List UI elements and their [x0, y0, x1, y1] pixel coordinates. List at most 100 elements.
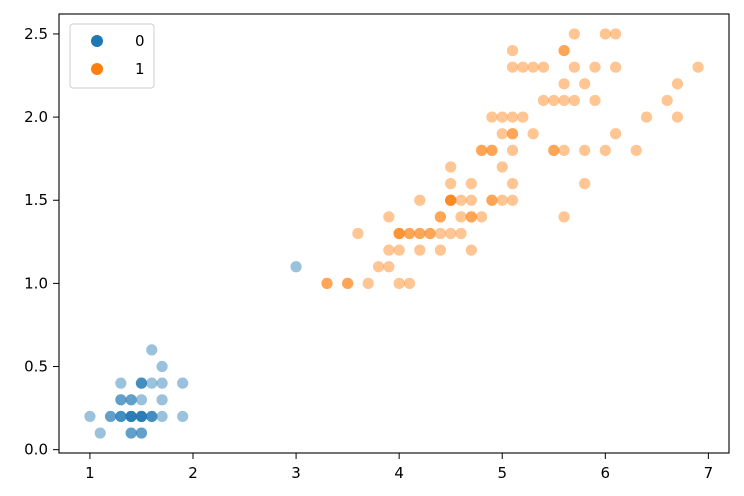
point-s0-32 [146, 410, 158, 423]
point-s0-21 [135, 410, 148, 423]
point-s1-48 [486, 144, 498, 156]
point-s1-2 [342, 277, 354, 289]
point-s0-35 [156, 410, 168, 423]
point-s0-6 [115, 410, 127, 423]
point-s1-26 [434, 211, 446, 223]
point-s1-62 [506, 44, 519, 57]
point-s1-80 [568, 28, 580, 40]
x-tick-label-6: 7 [704, 464, 714, 482]
point-s1-50 [486, 111, 498, 123]
point-s1-11 [393, 244, 405, 256]
point-s1-6 [372, 261, 385, 273]
point-s0-12 [125, 410, 137, 423]
point-s1-37 [455, 194, 467, 206]
point-s1-65 [527, 128, 539, 140]
point-s1-72 [558, 211, 570, 223]
x-tick-label-3: 4 [394, 464, 404, 482]
point-s1-94 [671, 111, 684, 123]
point-s1-92 [640, 111, 653, 123]
point-s1-77 [558, 44, 570, 57]
point-s0-17 [125, 394, 137, 406]
point-s0-15 [125, 410, 137, 423]
point-s1-74 [558, 94, 570, 107]
point-s1-18 [414, 244, 426, 256]
point-s0-39 [177, 410, 189, 423]
point-s0-38 [156, 360, 168, 373]
point-s1-14 [393, 227, 405, 240]
point-s1-58 [506, 128, 519, 140]
point-s1-41 [465, 194, 477, 206]
point-s1-38 [465, 244, 477, 256]
point-s1-82 [579, 144, 591, 156]
point-s1-25 [434, 227, 446, 240]
point-s1-39 [465, 211, 477, 223]
point-s1-43 [476, 211, 488, 223]
point-s1-7 [383, 261, 395, 273]
point-s1-20 [414, 227, 426, 240]
legend-box [69, 23, 155, 89]
legend-marker-1 [91, 63, 103, 75]
point-s0-1 [94, 427, 106, 439]
point-s1-8 [383, 244, 395, 256]
point-s0-27 [135, 377, 148, 389]
point-s1-12 [393, 227, 405, 240]
y-tick-label-5: 2.5 [24, 25, 48, 43]
point-s0-29 [135, 377, 148, 389]
point-s1-70 [548, 144, 560, 156]
point-s1-76 [558, 44, 570, 57]
legend-label-1: 1 [135, 60, 145, 78]
y-tick-label-0: 0.0 [24, 441, 48, 459]
point-s1-60 [506, 111, 519, 123]
point-s0-40 [177, 377, 189, 389]
point-s1-42 [465, 178, 477, 190]
point-s0-30 [146, 410, 158, 423]
point-s1-55 [506, 194, 519, 206]
x-tick-label-1: 2 [188, 464, 198, 482]
point-s1-22 [424, 227, 436, 240]
point-s0-19 [135, 427, 148, 439]
point-s0-34 [146, 344, 158, 356]
point-s1-30 [445, 194, 457, 206]
point-s0-33 [146, 377, 158, 389]
point-s1-3 [342, 277, 354, 289]
point-s1-78 [568, 94, 580, 107]
point-s1-69 [548, 144, 560, 156]
point-s1-27 [434, 211, 446, 223]
point-s0-5 [115, 410, 127, 423]
point-s1-31 [445, 194, 457, 206]
point-s1-35 [455, 227, 467, 240]
points-layer [84, 28, 704, 439]
point-s1-95 [671, 78, 684, 90]
legend-marker-0 [91, 35, 103, 47]
point-s1-10 [393, 277, 405, 289]
point-s1-21 [414, 194, 426, 206]
point-s1-34 [445, 161, 457, 173]
point-s1-32 [445, 194, 457, 206]
point-s0-26 [135, 394, 148, 406]
point-s1-64 [517, 61, 529, 73]
point-s1-28 [445, 227, 457, 240]
point-s1-59 [506, 128, 519, 140]
legend: 01 [69, 23, 155, 89]
point-s0-22 [135, 410, 148, 423]
point-s1-81 [579, 178, 591, 190]
point-s1-5 [362, 277, 374, 289]
point-s1-40 [465, 211, 477, 223]
point-s1-44 [476, 144, 488, 156]
y-tick-label-2: 1.0 [24, 274, 48, 292]
point-s1-61 [506, 61, 519, 73]
point-s1-84 [589, 94, 601, 107]
point-s0-11 [125, 427, 137, 439]
point-s1-71 [548, 94, 560, 107]
point-s1-87 [599, 28, 611, 40]
point-s0-3 [104, 410, 117, 423]
x-tick-label-2: 3 [291, 464, 301, 482]
point-s1-45 [476, 144, 488, 156]
point-s0-13 [125, 410, 137, 423]
point-s1-0 [321, 277, 333, 289]
x-tick-label-4: 5 [497, 464, 507, 482]
point-s0-20 [135, 427, 148, 439]
point-s0-10 [125, 427, 137, 439]
point-s1-63 [517, 111, 529, 123]
